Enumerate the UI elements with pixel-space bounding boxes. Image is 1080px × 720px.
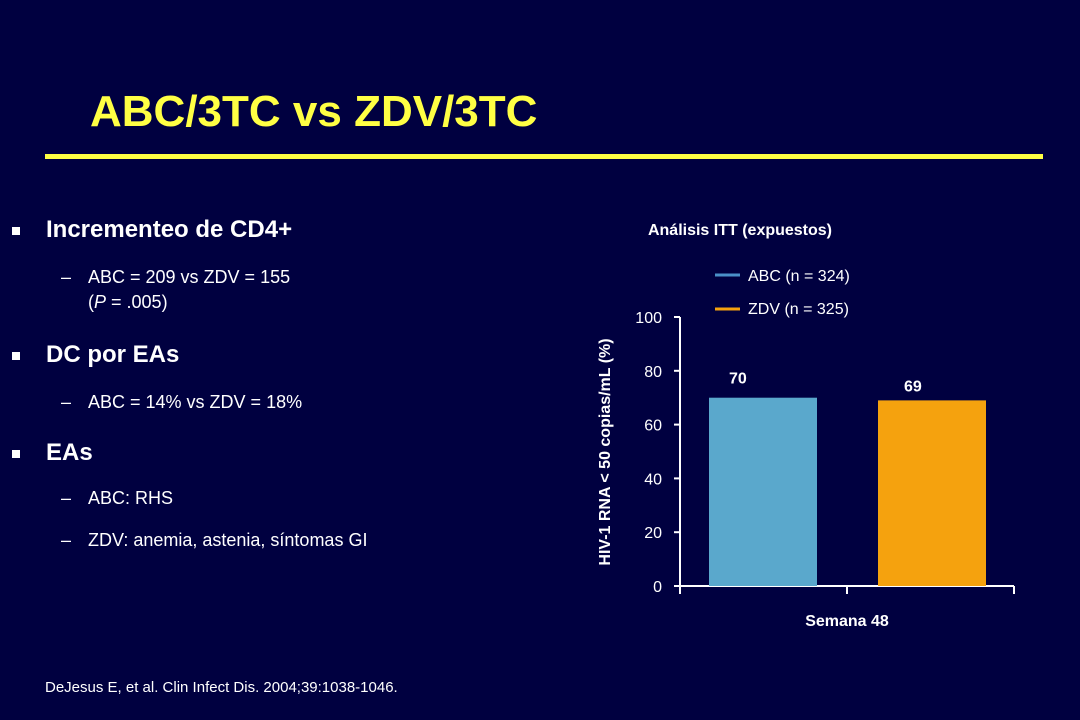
chart-bars: 70 69 [709, 371, 986, 586]
slide-title: ABC/3TC vs ZDV/3TC [90, 87, 538, 136]
chart-title: Análisis ITT (expuestos) [648, 222, 832, 239]
y-tick-label: 80 [644, 364, 662, 381]
bullet-heading: DC por EAs [46, 341, 180, 368]
y-tick-label: 60 [644, 418, 662, 435]
y-tick-label: 0 [653, 579, 662, 596]
sub-item-text: ZDV: anemia, astenia, síntomas GI [88, 530, 368, 550]
y-tick-label: 40 [644, 471, 662, 488]
bullet-square-icon [12, 227, 20, 235]
bar-chart: Análisis ITT (expuestos) ABC (n = 324) Z… [597, 222, 1015, 630]
dash-marker: – [61, 267, 72, 287]
dash-marker: – [61, 530, 72, 550]
y-axis-label: HIV-1 RNA < 50 copias/mL (%) [597, 338, 614, 565]
p-symbol: P [94, 292, 107, 312]
bar-abc [709, 397, 817, 586]
dash-marker: – [61, 392, 72, 412]
y-tick-label: 100 [635, 310, 662, 327]
chart-legend: ABC (n = 324) ZDV (n = 325) [715, 268, 850, 318]
sub-item-text: ABC: RHS [88, 488, 174, 508]
title-underline [45, 154, 1043, 159]
bullet-square-icon [12, 352, 20, 360]
citation: DeJesus E, et al. Clin Infect Dis. 2004;… [45, 679, 398, 696]
bullet-heading: EAs [46, 439, 93, 466]
legend-label-abc: ABC (n = 324) [748, 268, 850, 285]
sub-item-text: ABC = 14% vs ZDV = 18% [88, 392, 303, 412]
bullet-square-icon [12, 450, 20, 458]
dash-marker: – [61, 488, 72, 508]
y-tick-label: 20 [644, 525, 662, 542]
data-label-abc: 70 [729, 371, 747, 388]
legend-label-zdv: ZDV (n = 325) [748, 301, 849, 318]
data-label-zdv: 69 [904, 378, 922, 395]
sub-item-text: (P = .005) [88, 292, 168, 312]
bar-zdv [878, 400, 986, 586]
sub-item-text: ABC = 209 vs ZDV = 155 [88, 267, 291, 287]
x-axis-label: Semana 48 [805, 613, 889, 630]
bullet-heading: Incrementeo de CD4+ [46, 216, 293, 243]
